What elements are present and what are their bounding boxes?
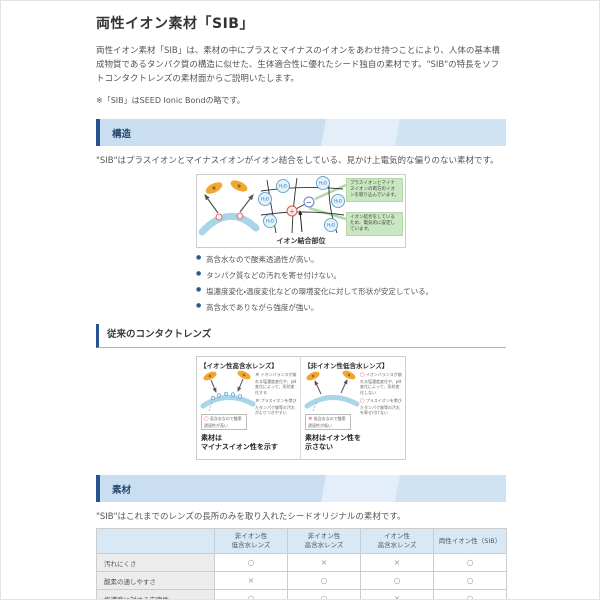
water-label: H₂O	[327, 223, 335, 228]
cross-mark: ×	[308, 416, 313, 423]
surface-minus-ions	[210, 391, 243, 401]
water-label: H₂O	[334, 199, 342, 204]
column-header-nonionic-low: 非イオン性 低含水レンズ	[214, 528, 288, 555]
annotation-text: プラスイオンを帯びたタンパク質等の汚れがよりつきやすい	[255, 398, 297, 416]
sib-feature-list: 高含水なので酸素透過性が高い。 タンパク質などの汚れを寄せ付けない。 塩濃度変化…	[196, 254, 506, 313]
attract-arrow	[210, 379, 217, 393]
conventional-lenses-diagram: 【イオン性高含水レンズ】	[196, 356, 406, 461]
repel-arrow	[340, 379, 348, 394]
attract-arrow	[237, 378, 244, 392]
nonionic-lens-graphic	[304, 370, 360, 412]
table-cell: ○	[287, 589, 361, 599]
structure-callout-2: イオン結合をしているため、電気的に安定しています。	[346, 212, 403, 237]
table-cell: ×	[287, 553, 361, 573]
callout-text: 低含水なので酸素透過性が低い	[308, 416, 346, 429]
column-header-ionic-high: イオン性 高含水レンズ	[360, 528, 434, 555]
annotation-text: イオンバランスが崩れる塩濃度変化や、pH変化によって、形状変化しない	[360, 372, 402, 395]
water-label: H₂O	[266, 219, 274, 224]
section-heading-conventional: 従来のコンタクトレンズ	[96, 324, 506, 349]
cross-mark: ×	[255, 398, 260, 405]
surface-ion	[236, 212, 244, 220]
table-cell: ○	[214, 589, 288, 599]
plus-ion-label: +	[289, 208, 294, 216]
table-cell: ○	[214, 553, 288, 573]
water-molecules: H₂O H₂O H₂O H₂O H₂O H₂O	[258, 176, 345, 232]
structure-diagram: H₂O H₂O H₂O H₂O H₂O H₂O + − イオン結合部位 プラスイ…	[196, 174, 406, 249]
table-cell: ○	[287, 571, 361, 591]
bond-pointer-arrow	[298, 210, 303, 233]
intro-paragraph: 両性イオン素材「SIB」は、素材の中にプラスとマイナスのイオンをあわせ持つことに…	[96, 46, 500, 85]
structure-lead-text: "SIB"はプラスイオンとマイナスイオンがイオン結合をしている、見かけ上電気的な…	[96, 156, 499, 167]
table-row: 汚れにくさ ○ × × ○	[96, 553, 507, 573]
callout-text: 高含水なので酸素透過性が高い	[204, 416, 242, 429]
callout-leader	[312, 400, 318, 412]
surface-ion	[215, 213, 223, 221]
column-header-nonionic-high: 非イオン性 高含水レンズ	[287, 528, 361, 555]
table-cell: ○	[433, 553, 507, 573]
table-cell: ×	[360, 589, 434, 599]
sib-abbreviation-note: ※「SIB」はSEED Ionic Bondの略です。	[96, 96, 245, 106]
repel-arrow	[204, 194, 219, 214]
bond-site-label: イオン結合部位	[277, 236, 326, 245]
cross-mark: ×	[255, 372, 260, 379]
table-header-row: 非イオン性 低含水レンズ 非イオン性 高含水レンズ イオン性 高含水レンズ 両性…	[96, 528, 507, 555]
circle-mark: ○	[360, 398, 365, 405]
minus-ion-label: −	[306, 199, 311, 207]
water-label: H₂O	[261, 197, 269, 202]
column-header-empty	[96, 528, 215, 555]
callout-connector	[314, 183, 347, 201]
nonionic-annotation-2: ○プラスイオンを帯びたタンパク質等の汚れを寄せ付けない	[360, 398, 403, 416]
plus-ion	[286, 205, 298, 217]
table-cell: ×	[360, 553, 434, 573]
row-label: 酸素の通しやすさ	[96, 571, 215, 591]
annotation-text: イオンバランスが崩れる塩濃度変化や、pH変化によって、形状変化する	[255, 372, 297, 395]
repel-arrow	[239, 194, 254, 213]
row-label: 汚れにくさ	[96, 553, 215, 573]
structure-callout-1: プラスイオンとマイナスイオンの両方のイオンを取り込んでいます。	[346, 178, 403, 203]
column-header-sib: 両性イオン性（SIB）	[433, 528, 507, 555]
ionic-lens-graphic	[200, 370, 256, 412]
nonionic-lens-panel: 【非イオン性低含水レンズ】	[301, 357, 405, 459]
section-heading-structure: 構造	[96, 119, 506, 147]
nonionic-lens-conclusion: 素材はイオン性を 示さない	[305, 434, 361, 452]
repel-arrow	[314, 380, 322, 395]
section-heading-material: 素材	[96, 475, 506, 503]
feature-item: タンパク質などの汚れを寄せ付けない。	[196, 270, 506, 281]
table-cell: ○	[433, 571, 507, 591]
feature-item: 高含水なので酸素透過性が高い。	[196, 254, 506, 265]
table-cell: ○	[433, 589, 507, 599]
feature-item: 塩濃度変化・温度変化などの環境変化に対して形状が安定している。	[196, 286, 506, 297]
feature-item: 高含水でありながら強度が強い。	[196, 302, 506, 313]
water-label: H₂O	[319, 181, 327, 186]
circle-mark: ○	[204, 416, 209, 423]
content-area: 両性イオン素材「SIB」 両性イオン素材「SIB」は、素材の中にプラスとマイナス…	[96, 1, 507, 599]
minus-ion	[303, 196, 315, 208]
callout-leader	[208, 400, 213, 412]
table-cell: ○	[360, 571, 434, 591]
ionic-lens-panel: 【イオン性高含水レンズ】	[197, 357, 301, 460]
ionic-lens-conclusion: 素材は マイナスイオン性を示す	[201, 434, 278, 452]
nonionic-oxygen-callout: ×低含水なので酸素透過性が低い	[305, 414, 351, 431]
material-lead-text: "SIB"はこれまでのレンズの長所のみを取り入れたシードオリジナルの素材です。	[96, 512, 406, 523]
ionic-oxygen-callout: ○高含水なので酸素透過性が高い	[201, 414, 247, 431]
material-comparison-table: 非イオン性 低含水レンズ 非イオン性 高含水レンズ イオン性 高含水レンズ 両性…	[96, 528, 507, 599]
row-label: 塩濃度に対する安定性	[96, 589, 215, 599]
annotation-text: プラスイオンを帯びたタンパク質等の汚れを寄せ付けない	[360, 398, 402, 416]
ionic-annotation-1: ×イオンバランスが崩れる塩濃度変化や、pH変化によって、形状変化する	[255, 372, 298, 395]
table-row: 塩濃度に対する安定性 ○ ○ × ○	[96, 589, 507, 599]
page-title: 両性イオン素材「SIB」	[96, 16, 254, 32]
nonionic-lens-title: 【非イオン性低含水レンズ】	[304, 362, 389, 371]
table-cell: ×	[214, 571, 288, 591]
ionic-annotation-2: ×プラスイオンを帯びたタンパク質等の汚れがよりつきやすい	[255, 398, 298, 416]
circle-mark: ○	[360, 372, 365, 379]
water-label: H₂O	[279, 184, 287, 189]
table-row: 酸素の通しやすさ × ○ ○ ○	[96, 571, 507, 591]
ionic-lens-title: 【イオン性高含水レンズ】	[200, 362, 278, 371]
lens-graphic	[198, 180, 260, 236]
structure-diagram-graphic: H₂O H₂O H₂O H₂O H₂O H₂O + − イオン結合部位	[198, 176, 347, 245]
nonionic-annotation-1: ○イオンバランスが崩れる塩濃度変化や、pH変化によって、形状変化しない	[360, 372, 403, 395]
